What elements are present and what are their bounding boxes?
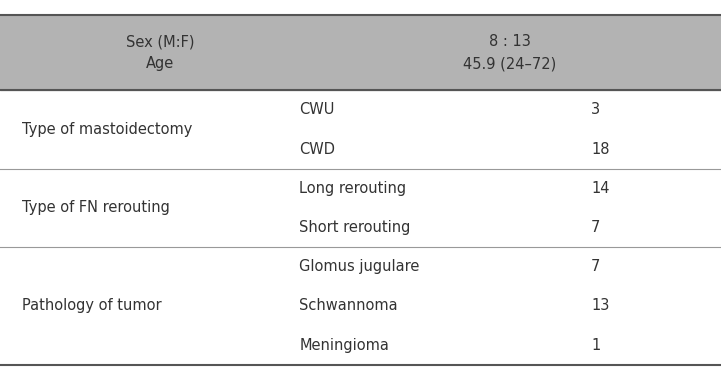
Text: 13: 13 bbox=[591, 299, 609, 314]
Text: 18: 18 bbox=[591, 142, 610, 157]
Text: Sex (M:F)
Age: Sex (M:F) Age bbox=[126, 34, 195, 71]
Text: 8 : 13
45.9 (24–72): 8 : 13 45.9 (24–72) bbox=[464, 34, 557, 71]
Text: Pathology of tumor: Pathology of tumor bbox=[22, 299, 162, 314]
Text: Type of mastoidectomy: Type of mastoidectomy bbox=[22, 122, 192, 137]
Text: 3: 3 bbox=[591, 103, 601, 117]
Text: Type of FN rerouting: Type of FN rerouting bbox=[22, 201, 169, 215]
Bar bbox=[0, 15, 721, 90]
Text: Short rerouting: Short rerouting bbox=[299, 220, 410, 235]
Text: 7: 7 bbox=[591, 259, 601, 274]
Text: Schwannoma: Schwannoma bbox=[299, 299, 398, 314]
Text: CWU: CWU bbox=[299, 103, 335, 117]
Text: Meningioma: Meningioma bbox=[299, 338, 389, 353]
Text: Glomus jugulare: Glomus jugulare bbox=[299, 259, 420, 274]
Text: CWD: CWD bbox=[299, 142, 335, 157]
Text: 14: 14 bbox=[591, 181, 610, 196]
Text: 7: 7 bbox=[591, 220, 601, 235]
Text: Long rerouting: Long rerouting bbox=[299, 181, 407, 196]
Text: 1: 1 bbox=[591, 338, 601, 353]
